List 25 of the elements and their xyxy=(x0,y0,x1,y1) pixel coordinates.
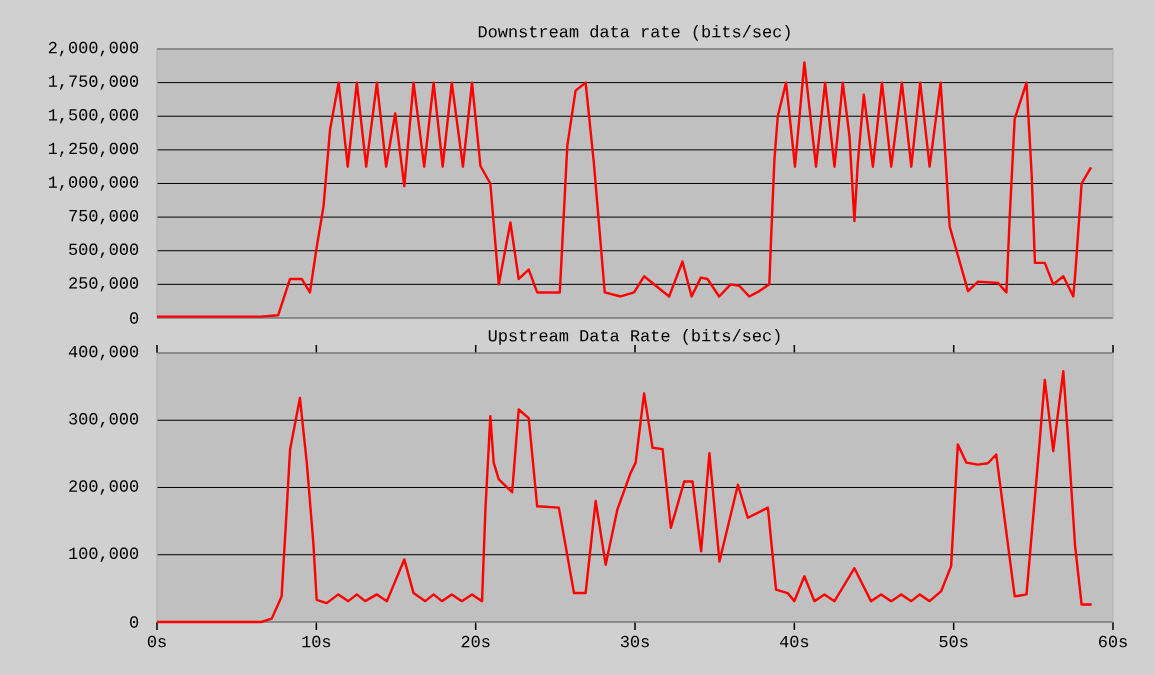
y-tick-label: 0 xyxy=(130,312,139,324)
x-tick-label: 40s xyxy=(779,635,809,648)
chart-title: Downstream data rate (bits/sec) xyxy=(478,25,790,41)
x-tick-label: 20s xyxy=(461,635,490,648)
y-tick-label: 1,750,000 xyxy=(48,75,139,90)
x-tick-label: 10s xyxy=(302,635,331,648)
y-tick-label: 300,000 xyxy=(69,413,139,428)
y-tick-label: 0 xyxy=(130,616,139,628)
line-series xyxy=(155,61,1093,318)
y-tick-label: 1,500,000 xyxy=(48,109,139,124)
chart-title: Upstream Data Rate (bits/sec) xyxy=(488,329,780,345)
y-tick-label: 500,000 xyxy=(69,243,139,258)
x-tick-label: 30s xyxy=(620,635,649,648)
x-tick-label: 60s xyxy=(1099,635,1127,648)
line-series xyxy=(155,369,1093,624)
y-tick-label: 750,000 xyxy=(69,209,139,225)
y-tick-label: 100,000 xyxy=(69,547,139,562)
y-tick-label: 250,000 xyxy=(69,277,139,292)
x-tick-label: 50s xyxy=(939,635,968,648)
y-tick-label: 1,250,000 xyxy=(48,142,139,158)
y-tick-label: 1,000,000 xyxy=(48,176,139,191)
y-tick-label: 2,000,000 xyxy=(48,41,139,57)
x-tick-label: 0s xyxy=(147,635,166,648)
y-tick-label: 200,000 xyxy=(69,480,139,495)
y-tick-label: 400,000 xyxy=(68,345,139,361)
